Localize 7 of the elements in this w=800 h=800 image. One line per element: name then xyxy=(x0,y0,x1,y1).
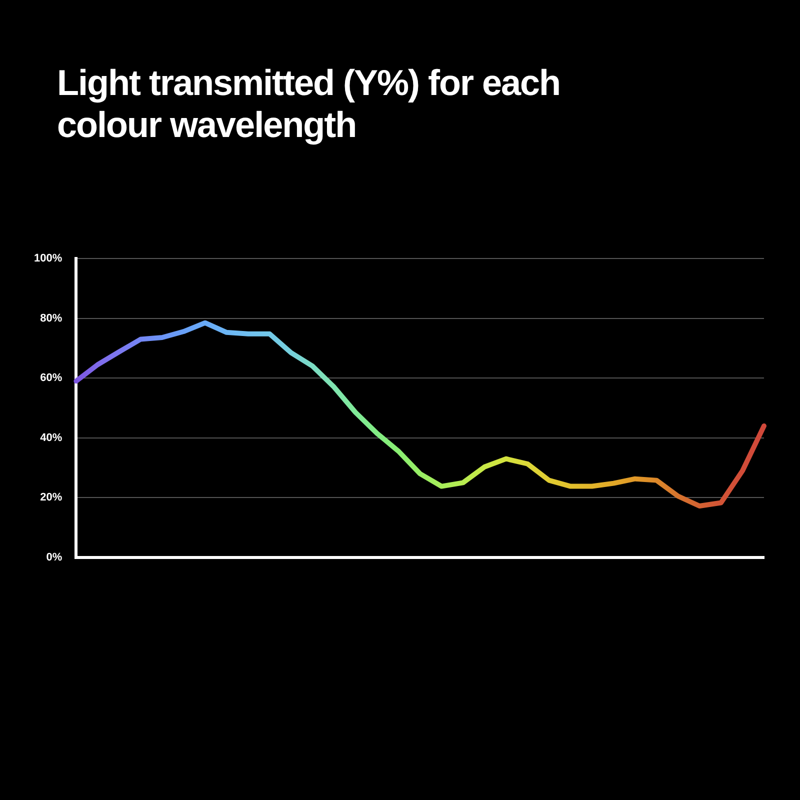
y-tick-label: 60% xyxy=(40,372,62,384)
y-tick-label: 100% xyxy=(34,252,62,265)
y-tick-label: 0% xyxy=(46,551,62,564)
y-tick-label: 20% xyxy=(40,492,62,504)
y-tick-label: 40% xyxy=(40,432,62,444)
chart-title: Light transmitted (Y%) for each colour wavelength xyxy=(57,62,562,146)
y-tick-label: 80% xyxy=(40,312,62,324)
